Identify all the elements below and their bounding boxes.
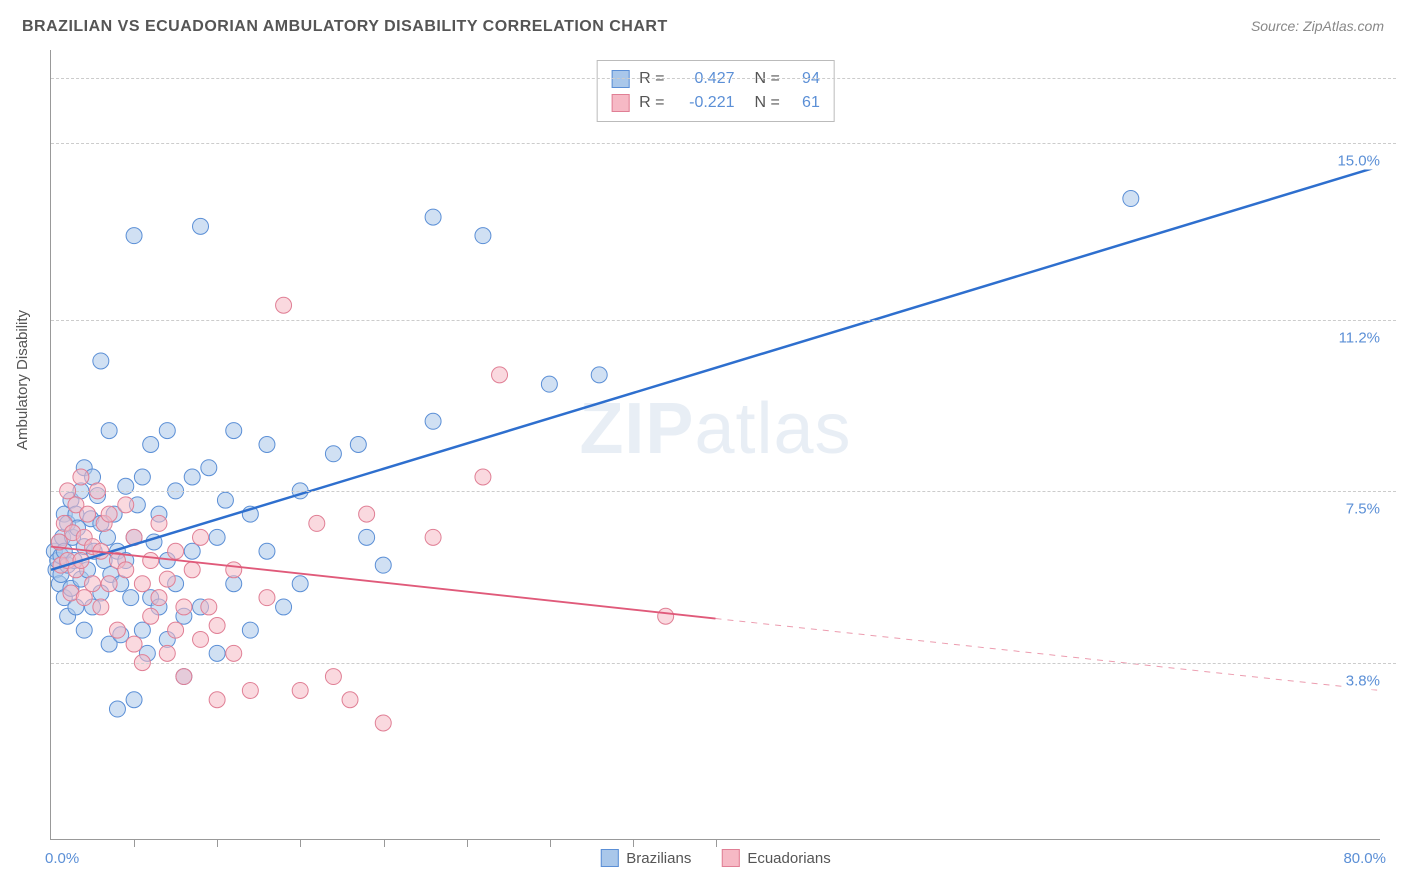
chart-svg xyxy=(51,50,1380,839)
gridline xyxy=(51,663,1396,664)
chart-title: BRAZILIAN VS ECUADORIAN AMBULATORY DISAB… xyxy=(22,18,668,36)
legend-label: Brazilians xyxy=(626,850,691,867)
y-tick-label: 7.5% xyxy=(1342,501,1384,518)
stat-r-value: 0.427 xyxy=(675,67,735,91)
y-tick-label: 15.0% xyxy=(1333,152,1384,169)
x-tick xyxy=(134,839,135,847)
x-tick xyxy=(217,839,218,847)
legend-item: Ecuadorians xyxy=(721,849,830,867)
stats-row: R = 0.427 N = 94 xyxy=(611,67,820,91)
legend-item: Brazilians xyxy=(600,849,691,867)
plot-area: ZIPatlas R =0.427N =94R =-0.221N =61 Bra… xyxy=(50,50,1380,840)
x-axis-min-label: 0.0% xyxy=(45,850,79,867)
stat-r-label: R = xyxy=(639,67,664,91)
swatch-icon xyxy=(721,849,739,867)
y-tick-label: 3.8% xyxy=(1342,673,1384,690)
chart-source: Source: ZipAtlas.com xyxy=(1251,18,1384,34)
x-tick xyxy=(550,839,551,847)
stats-row: R = -0.221 N = 61 xyxy=(611,91,820,115)
x-axis-max-label: 80.0% xyxy=(1343,850,1386,867)
stats-box: R = 0.427 N = 94 R = -0.221 N = 61 xyxy=(596,60,835,122)
gridline xyxy=(51,491,1396,492)
swatch-icon xyxy=(611,70,629,88)
chart-header: BRAZILIAN VS ECUADORIAN AMBULATORY DISAB… xyxy=(22,18,1384,36)
stat-n-label: N = xyxy=(755,67,780,91)
x-tick xyxy=(467,839,468,847)
y-tick-label: 11.2% xyxy=(1335,329,1384,346)
x-tick xyxy=(716,839,717,847)
stat-n-value: 94 xyxy=(790,67,820,91)
x-tick xyxy=(384,839,385,847)
gridline xyxy=(51,78,1396,79)
gridline xyxy=(51,320,1396,321)
stat-r-value: -0.221 xyxy=(675,91,735,115)
stat-r-label: R = xyxy=(639,91,664,115)
x-tick xyxy=(633,839,634,847)
legend: Brazilians Ecuadorians xyxy=(600,849,830,867)
gridline xyxy=(51,143,1396,144)
swatch-icon xyxy=(611,94,629,112)
legend-label: Ecuadorians xyxy=(747,850,830,867)
x-tick xyxy=(300,839,301,847)
y-axis-title: Ambulatory Disability xyxy=(14,310,31,450)
swatch-icon xyxy=(600,849,618,867)
stat-n-label: N = xyxy=(755,91,780,115)
stat-n-value: 61 xyxy=(790,91,820,115)
